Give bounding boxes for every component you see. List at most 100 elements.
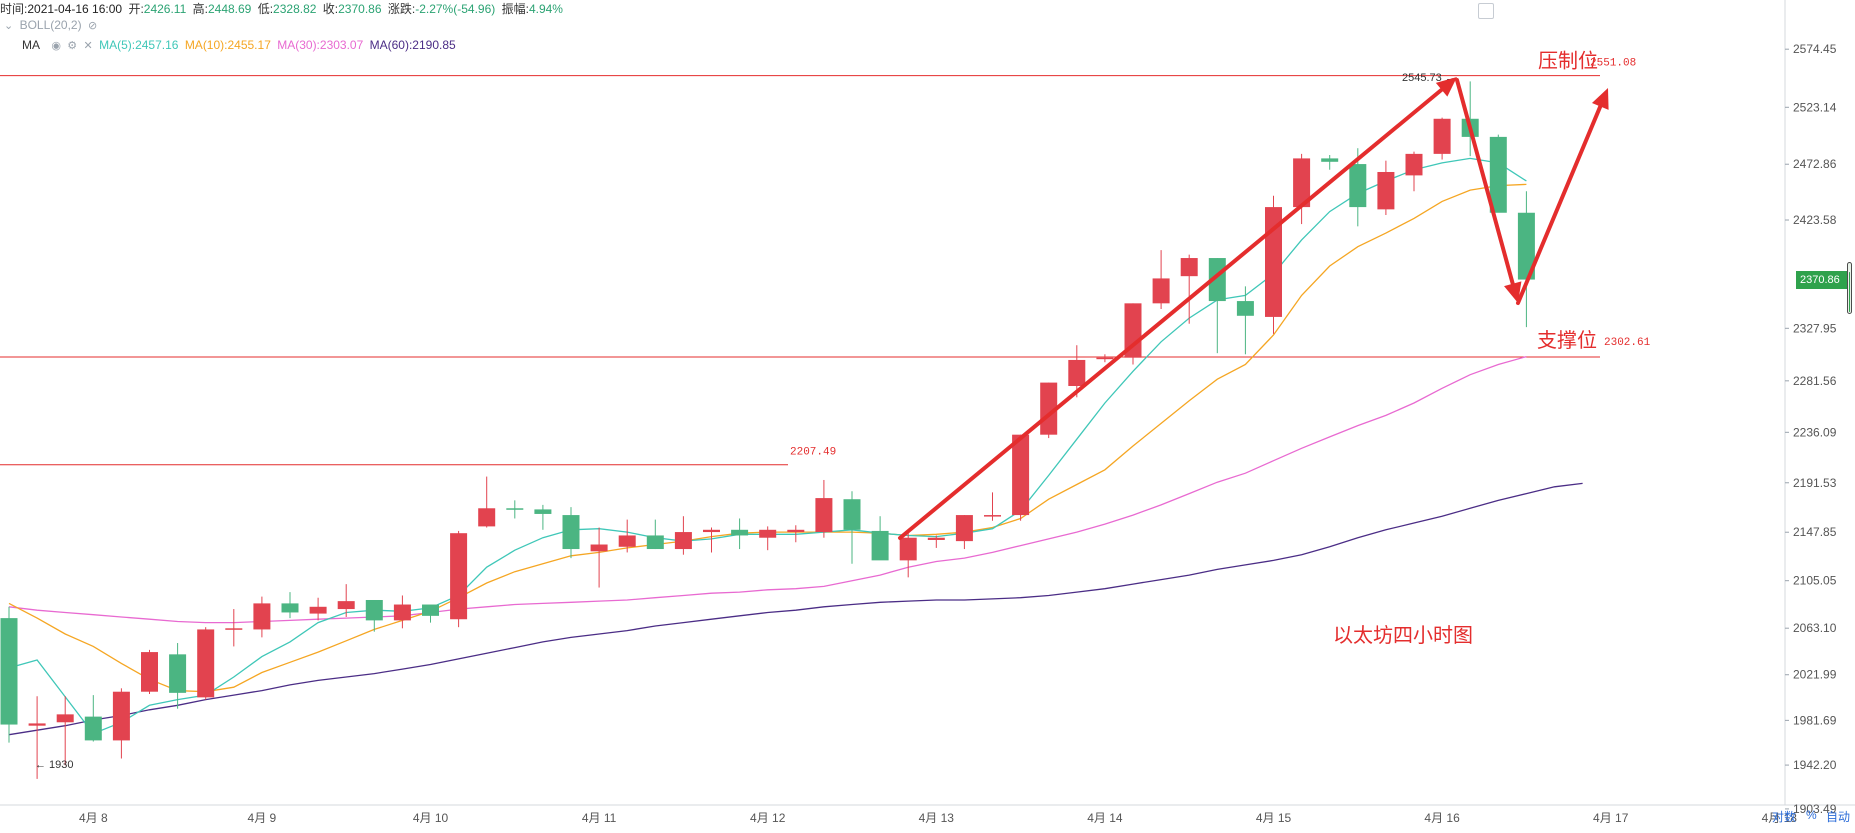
candle — [1124, 303, 1142, 365]
high-label: 高: — [192, 2, 208, 16]
candle — [281, 592, 299, 619]
candle — [618, 519, 636, 553]
x-tick-label: 4月 13 — [919, 811, 955, 825]
candle — [365, 599, 383, 632]
x-tick-label: 4月 17 — [1593, 811, 1629, 825]
low-label: 低: — [257, 2, 274, 16]
candle — [1433, 117, 1451, 160]
candle-body — [731, 529, 749, 536]
y-tick-label: 1981.69 — [1793, 713, 1837, 727]
pullback-arrow-shaft — [1455, 78, 1515, 286]
candle-body — [1180, 258, 1198, 277]
ma30-line — [8, 355, 1527, 624]
hidden-eye-icon[interactable]: ⊘ — [87, 20, 98, 32]
candle — [337, 584, 355, 617]
candle — [1489, 134, 1507, 213]
grid — [0, 0, 1855, 806]
candle-body — [899, 537, 917, 561]
x-tick-label: 4月 18 — [1762, 811, 1798, 825]
candle-body — [843, 499, 861, 530]
candle — [1321, 155, 1339, 170]
auto-scale-toggle[interactable]: 自动 — [1826, 810, 1851, 824]
candle — [28, 696, 46, 779]
uptrend-arrow-shaft — [898, 87, 1444, 540]
chevron-down-icon[interactable]: ⌄ — [4, 20, 14, 32]
candle-body — [1208, 258, 1226, 302]
candle-body — [1040, 382, 1058, 435]
boll-indicator-row: ⌄ BOLL(20,2) ⊘ — [4, 18, 100, 32]
candle-body — [197, 629, 215, 698]
y-tick-label: 2105.05 — [1793, 574, 1837, 588]
current-price-value: 2370.86 — [1800, 273, 1840, 286]
candle — [393, 595, 411, 629]
candle — [674, 516, 692, 555]
candle — [590, 527, 608, 588]
candle-body — [506, 508, 524, 510]
candle-body — [1489, 136, 1507, 213]
settings-icon[interactable]: ⚙ — [67, 40, 78, 52]
ma5-value: MA(5):2457.16 — [99, 38, 179, 52]
candle-body — [0, 618, 18, 725]
y-tick-label: 1942.20 — [1793, 758, 1837, 772]
candle — [225, 609, 243, 647]
candle-body — [337, 601, 355, 610]
boll-indicator-label[interactable]: BOLL(20,2) — [19, 18, 82, 32]
candle — [141, 649, 158, 694]
candle — [1236, 286, 1254, 355]
candle — [899, 530, 917, 578]
candle — [422, 604, 439, 623]
time-value: 2021-04-16 16:00 — [27, 2, 123, 16]
old-level-value: 2207.49 — [790, 447, 836, 459]
candle-body — [984, 515, 1001, 517]
ma60-value: MA(60):2190.85 — [369, 38, 456, 52]
close-icon[interactable]: ✕ — [83, 40, 93, 52]
chart-tool-button[interactable] — [1478, 3, 1494, 19]
y-tick-label: 2327.95 — [1793, 321, 1837, 335]
candle — [478, 476, 496, 528]
change-value: -2.27%(-54.96) — [415, 2, 496, 16]
ma-indicator-label[interactable]: MA — [22, 38, 40, 52]
current-price-tag: 2370.86 — [1796, 270, 1852, 289]
candle-body — [759, 529, 777, 538]
candle-body — [1321, 158, 1339, 162]
close-value: 2370.86 — [338, 2, 382, 16]
candle — [253, 596, 271, 638]
percent-scale-toggle[interactable]: % — [1806, 808, 1817, 822]
candle-body — [309, 606, 327, 614]
close-label: 收: — [322, 2, 339, 16]
y-tick-label: 1903.49 — [1793, 802, 1837, 816]
high-marker: 2545.73 → — [1402, 72, 1456, 84]
ma60-line — [8, 482, 1583, 736]
high-value: 2448.69 — [207, 2, 252, 16]
candle-body — [393, 604, 411, 621]
candle — [197, 627, 215, 700]
ma30-value: MA(30):2303.07 — [277, 38, 364, 52]
candle-body — [478, 508, 496, 527]
candle-body — [646, 535, 664, 550]
uptrend-arrow — [898, 77, 1457, 540]
x-axis: 4月 8 4月 9 4月 10 4月 11 4月 12 4月 13 4月 14 4月 15 4月… — [79, 811, 1797, 825]
candle-body — [787, 529, 805, 533]
log-scale-toggle[interactable]: 对数 — [1772, 810, 1797, 824]
candle — [731, 518, 749, 550]
candle-body — [225, 628, 243, 630]
candle — [927, 535, 945, 548]
x-tick-label: 4月 14 — [1087, 811, 1123, 825]
candle-body — [28, 723, 46, 726]
price-scale-handle[interactable] — [1847, 262, 1852, 314]
y-tick-label: 2021.99 — [1793, 668, 1837, 682]
y-tick-label: 2523.14 — [1793, 100, 1837, 114]
candle — [84, 695, 102, 742]
candle-body — [674, 532, 692, 550]
y-axis: 2574.45 2523.14 2472.86 2423.58 2327.95 2281.… — [1785, 42, 1837, 816]
uptrend-arrow-head — [1435, 77, 1457, 97]
candle-body — [1377, 171, 1395, 210]
eye-icon[interactable]: ◉ — [51, 40, 61, 52]
candle-body — [112, 691, 130, 741]
x-tick-label: 4月 8 — [79, 811, 108, 825]
candle — [169, 643, 187, 709]
x-tick-label: 4月 11 — [582, 811, 617, 825]
candle — [562, 507, 580, 559]
